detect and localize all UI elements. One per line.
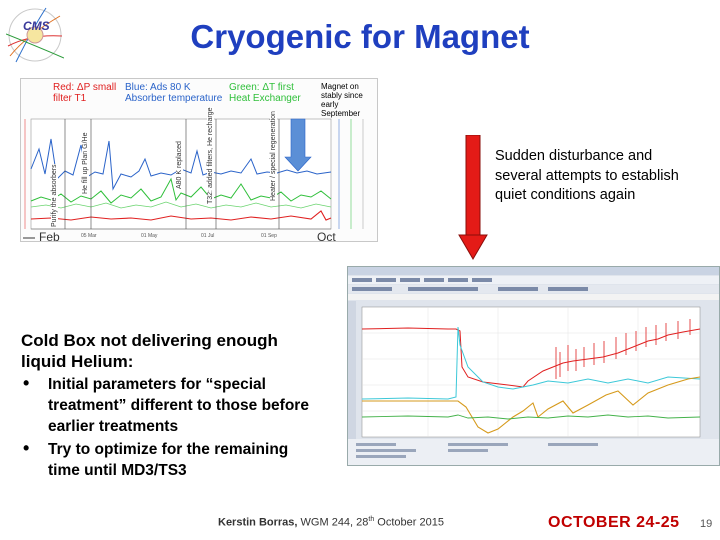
monitoring-plot (348, 267, 719, 465)
monitoring-screenshot (347, 266, 720, 466)
x-end-label: Oct (317, 230, 336, 244)
svg-text:01 Sep: 01 Sep (261, 233, 277, 239)
cryo-history-chart: 05 Mar 01 May 01 Jul 01 Sep Red: ΔP smal… (20, 78, 378, 244)
svg-text:01 May: 01 May (141, 233, 158, 239)
slide-title: Cryogenic for Magnet (190, 18, 530, 55)
bullet-item: • Initial parameters for “special treatm… (21, 373, 321, 437)
legend-blue: Blue: Ads 80 K Absorber temperature (125, 82, 223, 104)
footer-author: Kerstin Borras, (218, 516, 298, 529)
footer-date: October 2015 (374, 516, 444, 529)
disturbance-note: Sudden disturbance and several attempts … (495, 148, 679, 203)
legend-red: Red: ΔP small filter T1 (53, 82, 117, 104)
bullet-text: Initial parameters for “special treatmen… (48, 376, 309, 435)
page-number: 19 (700, 518, 713, 530)
legend-green: Green: ΔT first Heat Exchanger (229, 82, 301, 104)
footer-ordinal: th (368, 516, 375, 523)
event-label-a80k: A80 K replaced (176, 141, 183, 189)
event-label-purify: Purify the absorbers (51, 164, 58, 227)
svg-text:01 Jul: 01 Jul (201, 233, 214, 239)
svg-text:05 Mar: 05 Mar (81, 233, 97, 239)
coldbox-heading: Cold Box not delivering enough liquid He… (21, 331, 278, 371)
event-label-heater: Heater / special regeneration (270, 111, 277, 201)
bullet-icon: • (23, 373, 30, 393)
cms-logo: CMS (6, 6, 64, 64)
legend-magnet: Magnet on stably since early September (321, 82, 363, 118)
event-label-t32: T32: added filters, He recharge (207, 107, 214, 204)
event-label-he-fill: He fill up Plan G/He (82, 132, 89, 194)
x-start-label: Feb (39, 230, 60, 244)
date-banner: OCTOBER 24-25 (548, 514, 680, 531)
arrow-down-icon (458, 135, 488, 260)
bullet-item: • Try to optimize for the remaining time… (21, 438, 321, 481)
svg-text:CMS: CMS (23, 19, 50, 33)
bullet-icon: • (23, 438, 30, 458)
footer-meeting: WGM 244, 28 (297, 516, 369, 529)
bullet-list: • Initial parameters for “special treatm… (21, 373, 321, 483)
bullet-text: Try to optimize for the remaining time u… (48, 441, 289, 479)
footer-citation: Kerstin Borras, WGM 244, 28th October 20… (218, 516, 444, 529)
